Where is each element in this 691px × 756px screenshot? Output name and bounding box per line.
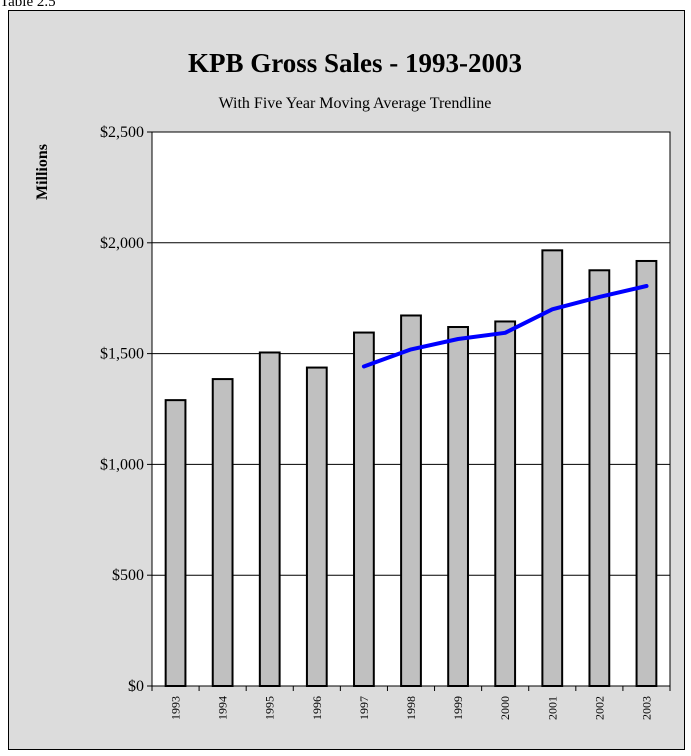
bar: [400, 314, 422, 687]
x-tick-label: 2000: [498, 696, 512, 720]
y-tick-label: $2,000: [100, 235, 144, 252]
x-tick-label: 2003: [639, 696, 653, 720]
y-tick-label: $1,500: [100, 346, 144, 363]
x-tick-label: 1999: [451, 696, 465, 720]
bar: [258, 351, 281, 687]
x-tick-label: 1996: [310, 696, 324, 720]
y-tick-label: $2,500: [100, 124, 144, 141]
chart-subtitle: With Five Year Moving Average Trendline: [219, 95, 492, 112]
bar: [635, 259, 658, 687]
moving-average-line: [361, 284, 649, 369]
y-tick-label: $0: [128, 678, 144, 695]
y-tick-label: $500: [112, 567, 144, 584]
bar: [211, 378, 234, 687]
bar: [164, 399, 187, 687]
x-tick-label: 1997: [357, 696, 371, 720]
bar: [305, 366, 328, 687]
x-tick-label: 1993: [169, 696, 183, 720]
bar: [353, 331, 375, 687]
bar: [541, 249, 564, 687]
table-caption: Table 2.5: [0, 0, 56, 10]
x-tick-label: 1994: [216, 696, 230, 720]
y-axis-label: Millions: [34, 144, 51, 200]
bar: [447, 326, 469, 687]
x-tick-label: 1998: [404, 696, 418, 720]
bar: [588, 269, 611, 687]
x-tick-label: 2001: [545, 696, 559, 720]
y-tick-label: $1,000: [100, 456, 144, 473]
x-tick-label: 2002: [592, 696, 606, 720]
bar: [494, 320, 517, 687]
x-tick-label: 1995: [263, 696, 277, 720]
chart-title: KPB Gross Sales - 1993-2003: [188, 48, 522, 78]
